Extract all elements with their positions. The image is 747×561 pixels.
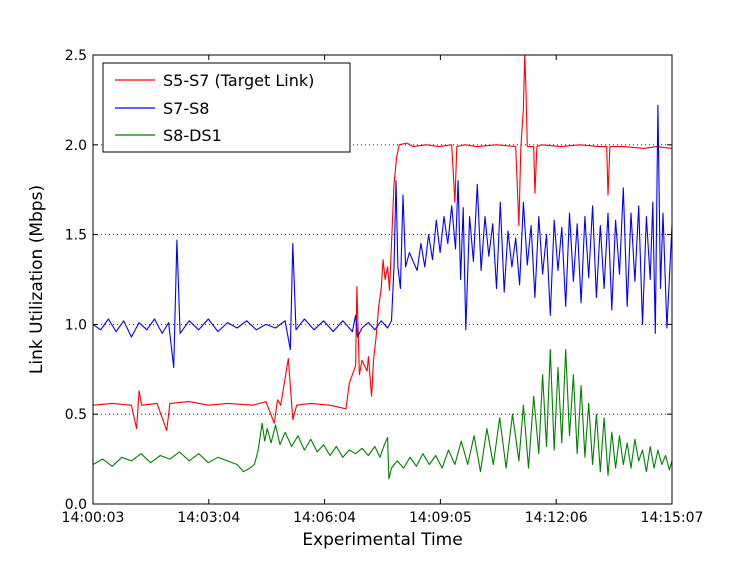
y-tick-label: 1.0 [65,317,87,333]
x-tick-label: 14:09:05 [409,510,472,526]
legend-label-s8-ds1: S8-DS1 [163,126,222,145]
y-tick-label: 2.5 [65,48,87,64]
y-tick-label: 1.5 [65,228,87,244]
x-axis-title: Experimental Time [302,530,462,550]
legend: S5-S7 (Target Link) S7-S8 S8-DS1 [102,62,351,153]
plot-area [92,54,673,480]
y-tick-label: 2.0 [65,138,87,154]
x-tick-label: 14:15:07 [641,510,704,526]
x-tick-label: 14:12:06 [525,510,588,526]
series-line-s5-s7 [92,54,673,431]
y-axis-title: Link Utilization (Mbps) [27,185,47,374]
y-tick-label: 0.5 [65,407,87,423]
legend-label-s5-s7: S5-S7 (Target Link) [163,71,314,90]
x-tick-label: 14:00:03 [62,510,125,526]
plot-frame [92,54,673,505]
x-tick-label: 14:03:04 [177,510,240,526]
legend-label-s7-s8: S7-S8 [163,99,209,118]
axis-ticks: 0.0 0.5 1.0 1.5 2.0 2.5 14:00:03 14:03:04 14:06:… [62,48,704,526]
series-line-s7-s8 [92,104,673,369]
y-tick-label: 0.0 [65,497,87,513]
series-line-s8-ds1 [92,348,673,480]
grid-lines [93,144,672,415]
x-tick-label: 14:06:04 [293,510,356,526]
